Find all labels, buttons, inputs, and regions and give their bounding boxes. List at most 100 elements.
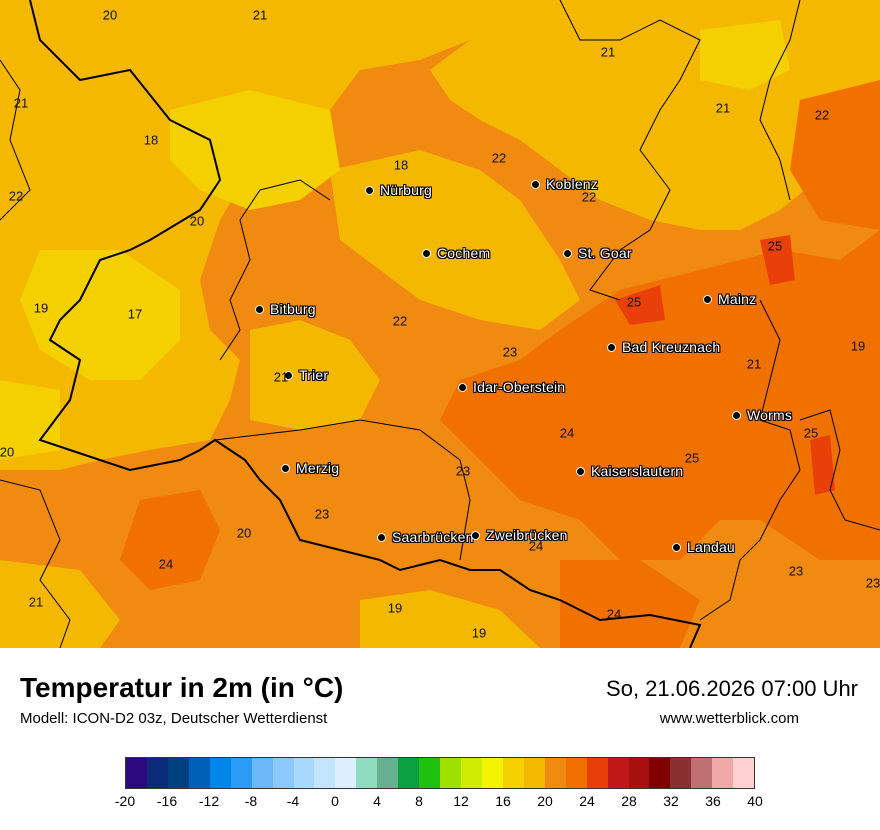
- color-swatch: [691, 758, 713, 788]
- city-dot-icon: [531, 179, 540, 189]
- scale-tick-label: 40: [747, 793, 763, 809]
- temperature-value: 17: [127, 306, 143, 322]
- cool-zone-center: [330, 150, 580, 330]
- color-swatch: [670, 758, 692, 788]
- scale-tick-label: 8: [415, 793, 423, 809]
- temperature-value: 21: [715, 100, 731, 116]
- temperature-value: 21: [600, 44, 616, 60]
- temperature-value: 24: [158, 556, 174, 572]
- city-name: Koblenz: [546, 176, 598, 192]
- color-scale-ticks: -20 -16 -12 -8 -4 0 4 8 12 16 20 24 28 32 36 40: [115, 793, 763, 813]
- temperature-value: 23: [865, 575, 880, 591]
- temperature-value: 24: [559, 425, 575, 441]
- scale-tick-label: -20: [114, 793, 136, 809]
- color-swatch: [461, 758, 482, 788]
- city-dot-icon: [672, 542, 681, 552]
- temperature-value: 23: [314, 506, 330, 522]
- temperature-value: 25: [626, 294, 642, 310]
- color-swatch: [356, 758, 378, 788]
- color-swatch: [649, 758, 671, 788]
- warm-zone-rhine: [440, 230, 880, 560]
- color-swatch: [251, 758, 273, 788]
- district-border-1: [0, 479, 71, 648]
- color-swatch: [377, 758, 399, 788]
- scale-tick-label: 36: [705, 793, 721, 809]
- temperature-value: 20: [236, 525, 252, 541]
- city-marker: Merzig: [281, 460, 340, 476]
- scale-tick-label: 4: [373, 793, 381, 809]
- cool-zone-south: [360, 590, 540, 648]
- color-swatch: [712, 758, 734, 788]
- city-name: Landau: [687, 539, 735, 555]
- district-border-2: [214, 419, 471, 561]
- temperature-value: 21: [13, 95, 29, 111]
- scale-tick-label: -12: [198, 793, 220, 809]
- scale-tick-label: -16: [156, 793, 178, 809]
- color-swatch: [523, 758, 545, 788]
- color-swatch: [230, 758, 252, 788]
- city-marker: Bad Kreuznach: [607, 339, 720, 355]
- city-dot-icon: [458, 382, 467, 392]
- city-name: Nürburg: [380, 182, 432, 198]
- website-link[interactable]: www.wetterblick.com: [659, 710, 799, 727]
- temperature-value: 18: [393, 157, 409, 173]
- temperature-value: 19: [850, 338, 866, 354]
- temperature-value: 19: [387, 600, 403, 616]
- temperature-value: 23: [788, 563, 804, 579]
- coolest-zone-4: [0, 380, 60, 460]
- color-swatch: [398, 758, 420, 788]
- hot-patch-mainz: [760, 235, 795, 285]
- temperature-value: 23: [502, 344, 518, 360]
- color-swatch: [481, 758, 503, 788]
- city-name: Merzig: [296, 460, 340, 476]
- temperature-value: 22: [8, 188, 24, 204]
- city-marker: Landau: [672, 539, 735, 555]
- cool-zone-southwest: [0, 560, 120, 648]
- color-swatch: [419, 758, 441, 788]
- color-swatch: [272, 758, 294, 788]
- city-marker: Idar-Oberstein: [458, 379, 565, 395]
- color-swatch: [502, 758, 524, 788]
- color-swatch: [209, 758, 231, 788]
- temperature-value: 25: [767, 238, 783, 254]
- scale-tick-label: -4: [286, 793, 300, 809]
- color-swatch: [335, 758, 357, 788]
- chart-title: Temperatur in 2m (in °C): [20, 672, 344, 703]
- district-border-6: [699, 299, 801, 621]
- color-swatch: [167, 758, 189, 788]
- temperature-value: 20: [102, 7, 118, 23]
- color-swatch: [544, 758, 566, 788]
- state-border: [29, 0, 702, 648]
- temperature-map: Nürburg Koblenz Cochem St. Goar Bitburg Mainz…: [0, 0, 880, 648]
- scale-tick-label: 12: [453, 793, 469, 809]
- city-dot-icon: [377, 532, 386, 542]
- city-marker: Trier: [284, 367, 328, 383]
- temperature-field: [0, 0, 880, 648]
- temperature-value: 24: [528, 538, 544, 554]
- city-dot-icon: [576, 466, 585, 476]
- temperature-value: 22: [581, 189, 597, 205]
- warm-zone-east: [790, 80, 880, 230]
- hot-patch-kreuznach: [615, 285, 665, 325]
- city-marker: Zweibrücken: [471, 527, 568, 543]
- color-swatch: [314, 758, 336, 788]
- color-swatch: [586, 758, 608, 788]
- city-dot-icon: [255, 304, 264, 314]
- color-swatch: [607, 758, 629, 788]
- color-swatch: [188, 758, 210, 788]
- city-dot-icon: [471, 530, 480, 540]
- temperature-value: 25: [684, 450, 700, 466]
- city-name: Zweibrücken: [486, 527, 568, 543]
- temperature-value: 22: [814, 107, 830, 123]
- map-footer: Temperatur in 2m (in °C) Modell: ICON-D2…: [0, 648, 880, 830]
- district-border-7: [799, 409, 880, 531]
- hot-patch-worms: [810, 435, 835, 495]
- city-dot-icon: [607, 342, 616, 352]
- city-name: Worms: [747, 407, 793, 423]
- color-swatch: [733, 758, 755, 788]
- city-marker: Worms: [732, 407, 793, 423]
- warm-zone-saar: [120, 490, 220, 590]
- city-marker: Mainz: [703, 291, 756, 307]
- color-swatch: [293, 758, 315, 788]
- temperature-value: 22: [392, 313, 408, 329]
